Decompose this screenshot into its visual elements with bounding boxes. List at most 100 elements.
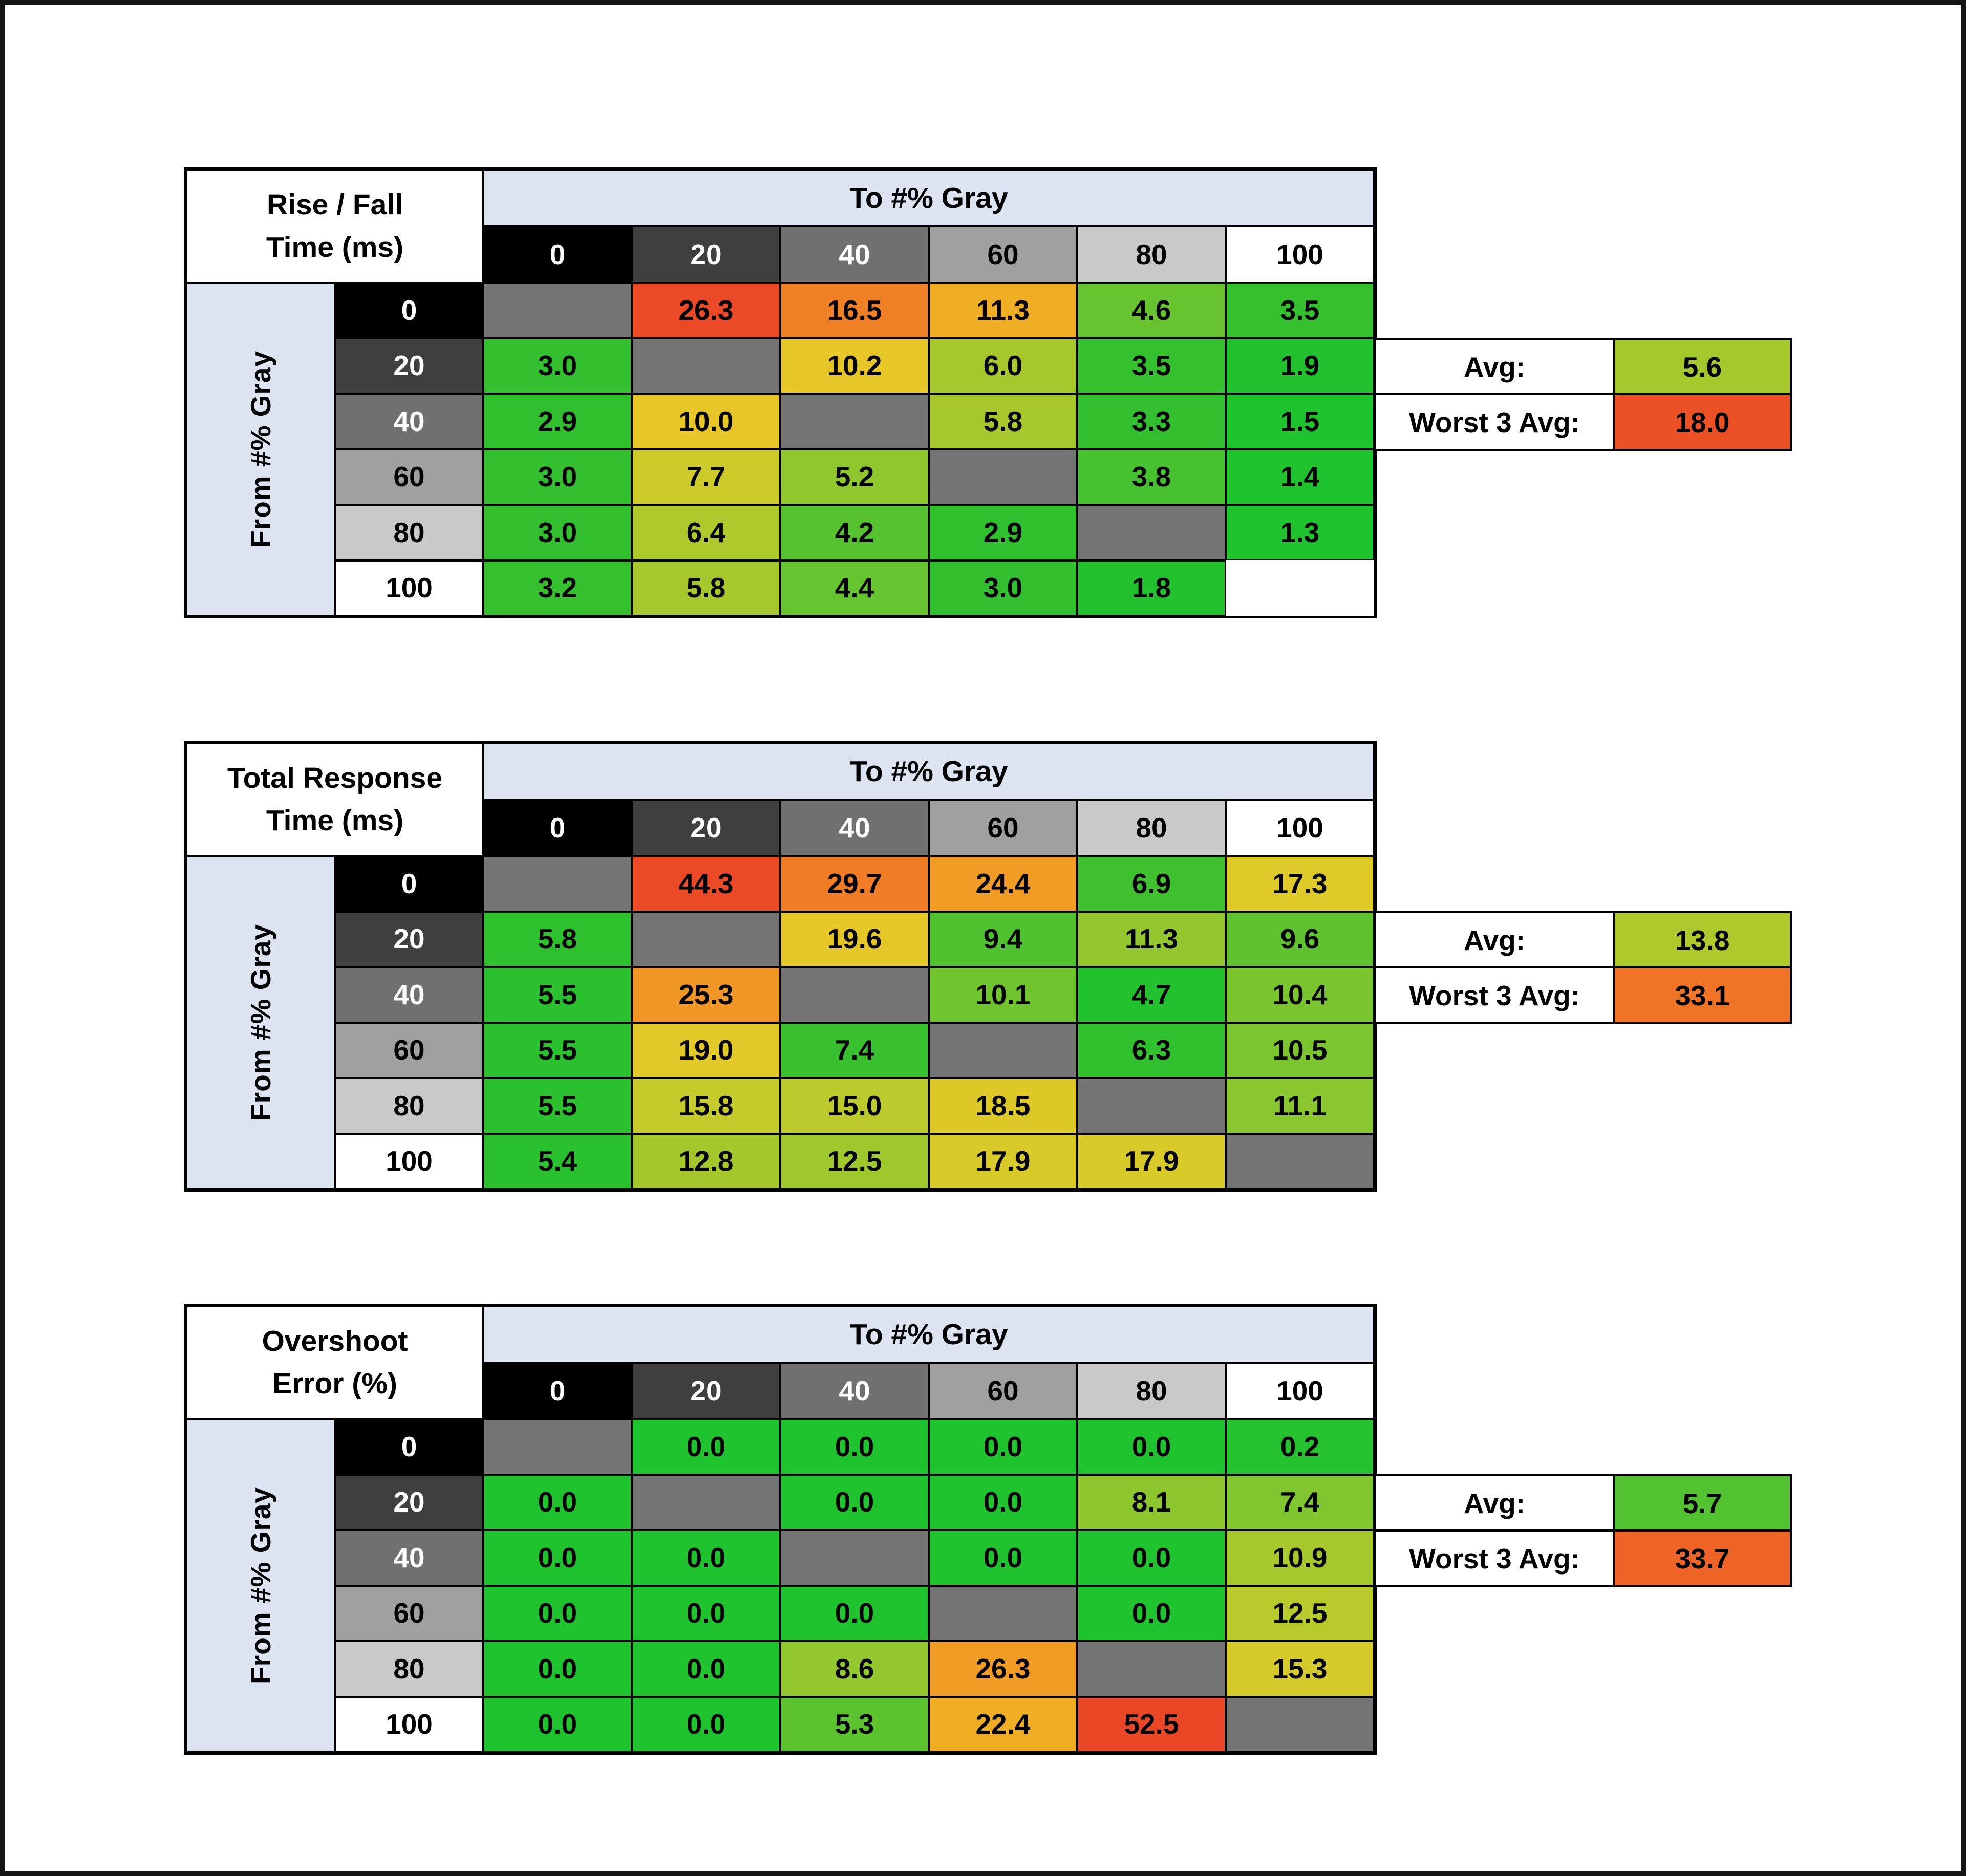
col-header-0: 0 — [483, 226, 632, 283]
heatmap-cell — [483, 1419, 632, 1475]
heatmap-cell: 0.0 — [780, 1474, 929, 1530]
heatmap-cell: 0.0 — [929, 1530, 1077, 1586]
avg-summary: Avg: 13.8 — [1374, 911, 1792, 969]
heatmap-cell: 5.5 — [483, 967, 632, 1023]
avg-label: Avg: — [1374, 1474, 1615, 1532]
col-header-100: 100 — [1226, 226, 1374, 283]
heatmap-cell: 0.0 — [1077, 1585, 1226, 1641]
heatmap-cell: 6.4 — [632, 505, 780, 560]
heatmap-cell: 1.3 — [1226, 505, 1374, 560]
heatmap-total-response-time: Total Response Time (ms) To #% Gray From… — [184, 741, 1792, 1192]
col-header-0: 0 — [483, 1363, 632, 1419]
from-axis-label: From #% Gray — [186, 283, 335, 616]
heatmap-cell: 1.4 — [1226, 449, 1374, 505]
heatmap-cell: 15.8 — [632, 1078, 780, 1134]
heatmap-cell: 10.2 — [780, 338, 929, 394]
heatmap-grid: Rise / Fall Time (ms) To #% Gray From #%… — [184, 167, 1377, 618]
col-header-40: 40 — [780, 800, 929, 856]
row-header-60: 60 — [335, 1022, 483, 1078]
worst3-summary: Worst 3 Avg: 18.0 — [1374, 393, 1792, 451]
heatmap-cell: 25.3 — [632, 967, 780, 1023]
heatmap-cell — [1226, 1696, 1374, 1752]
worst3-summary: Worst 3 Avg: 33.1 — [1374, 966, 1792, 1024]
heatmap-cell: 2.9 — [483, 394, 632, 449]
heatmap-cell — [929, 449, 1077, 505]
heatmap-cell: 3.0 — [483, 505, 632, 560]
heatmap-cell: 8.1 — [1077, 1474, 1226, 1530]
heatmap-cell: 52.5 — [1077, 1696, 1226, 1752]
heatmap-cell — [929, 1022, 1077, 1078]
heatmap-cell: 10.9 — [1226, 1530, 1374, 1586]
heatmap-cell — [780, 967, 929, 1023]
avg-value: 5.7 — [1613, 1474, 1792, 1532]
heatmap-cell: 3.2 — [483, 560, 632, 616]
heatmap-cell: 9.6 — [1226, 911, 1374, 967]
heatmap-grid: Total Response Time (ms) To #% Gray From… — [184, 741, 1377, 1192]
heatmap-cell: 17.9 — [1077, 1133, 1226, 1189]
heatmap-cell: 12.5 — [1226, 1585, 1374, 1641]
heatmap-cell: 0.2 — [1226, 1419, 1374, 1475]
heatmap-cell: 4.7 — [1077, 967, 1226, 1023]
row-header-100: 100 — [335, 1133, 483, 1189]
row-header-80: 80 — [335, 1078, 483, 1134]
col-header-60: 60 — [929, 226, 1077, 283]
heatmap-cell: 17.9 — [929, 1133, 1077, 1189]
heatmap-cell: 10.4 — [1226, 967, 1374, 1023]
heatmap-cell: 0.0 — [632, 1419, 780, 1475]
col-header-100: 100 — [1226, 1363, 1374, 1419]
heatmap-cell: 29.7 — [780, 856, 929, 912]
heatmap-cell — [632, 911, 780, 967]
heatmap-cell: 0.0 — [483, 1641, 632, 1697]
heatmap-cell: 44.3 — [632, 856, 780, 912]
heatmap-cell: 10.5 — [1226, 1022, 1374, 1078]
heatmap-cell: 5.2 — [780, 449, 929, 505]
heatmap-cell: 4.6 — [1077, 283, 1226, 338]
heatmap-cell: 2.9 — [929, 505, 1077, 560]
row-header-40: 40 — [335, 394, 483, 449]
heatmap-cell — [780, 1530, 929, 1586]
table-title-line2: Time (ms) — [266, 804, 404, 837]
col-header-0: 0 — [483, 800, 632, 856]
from-axis-label: From #% Gray — [186, 1419, 335, 1752]
avg-summary: Avg: 5.7 — [1374, 1474, 1792, 1532]
heatmap-cell: 26.3 — [929, 1641, 1077, 1697]
worst3-value: 33.7 — [1613, 1529, 1792, 1587]
heatmap-cell: 0.0 — [929, 1474, 1077, 1530]
heatmap-cell: 1.9 — [1226, 338, 1374, 394]
heatmap-cell — [632, 338, 780, 394]
row-header-100: 100 — [335, 1696, 483, 1752]
col-header-20: 20 — [632, 800, 780, 856]
heatmap-overshoot-error: Overshoot Error (%) To #% Gray From #% G… — [184, 1304, 1792, 1755]
col-header-80: 80 — [1077, 1363, 1226, 1419]
row-header-60: 60 — [335, 449, 483, 505]
row-header-20: 20 — [335, 1474, 483, 1530]
heatmap-cell — [483, 283, 632, 338]
heatmap-cell: 0.0 — [632, 1530, 780, 1586]
heatmap-cell: 19.0 — [632, 1022, 780, 1078]
heatmap-cell: 1.8 — [1077, 560, 1226, 616]
heatmap-cell: 22.4 — [929, 1696, 1077, 1752]
heatmap-cell: 9.4 — [929, 911, 1077, 967]
row-header-20: 20 — [335, 338, 483, 394]
heatmap-cell — [1077, 1641, 1226, 1697]
table-title: Total Response Time (ms) — [186, 743, 483, 856]
heatmap-cell — [483, 856, 632, 912]
table-title-line1: Total Response — [227, 762, 443, 794]
worst3-value: 18.0 — [1613, 393, 1792, 451]
col-header-20: 20 — [632, 226, 780, 283]
heatmap-cell: 3.3 — [1077, 394, 1226, 449]
col-header-60: 60 — [929, 1363, 1077, 1419]
avg-label: Avg: — [1374, 338, 1615, 396]
table-title-line2: Error (%) — [272, 1367, 397, 1400]
table-title: Overshoot Error (%) — [186, 1306, 483, 1419]
row-header-0: 0 — [335, 856, 483, 912]
heatmap-cell: 15.0 — [780, 1078, 929, 1134]
heatmap-cell: 24.4 — [929, 856, 1077, 912]
heatmap-cell: 5.8 — [632, 560, 780, 616]
heatmap-cell: 16.5 — [780, 283, 929, 338]
to-axis-label: To #% Gray — [483, 170, 1374, 226]
heatmap-cell: 11.1 — [1226, 1078, 1374, 1134]
heatmap-cell: 5.3 — [780, 1696, 929, 1752]
worst3-value: 33.1 — [1613, 966, 1792, 1024]
